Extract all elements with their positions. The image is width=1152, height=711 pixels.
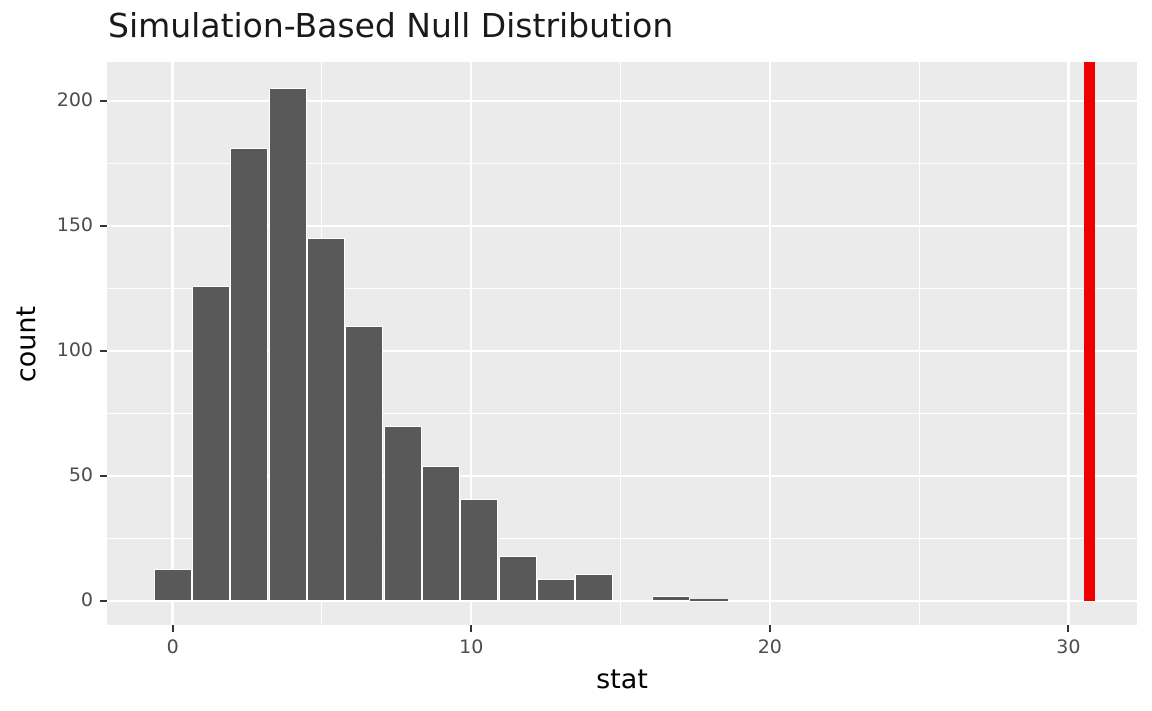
- x-tick-mark: [171, 625, 174, 632]
- histogram-bar: [460, 498, 499, 602]
- histogram-bar: [651, 596, 690, 602]
- x-tick-label: 10: [459, 636, 484, 658]
- x-major-gridline: [768, 62, 772, 625]
- x-major-gridline: [171, 62, 174, 625]
- histogram-bar: [690, 598, 729, 602]
- x-major-gridline: [469, 62, 473, 625]
- y-major-gridline: [107, 99, 1137, 103]
- y-tick-mark: [100, 99, 107, 102]
- histogram-bar: [536, 578, 575, 602]
- y-major-gridline: [107, 474, 1137, 478]
- y-major-gridline: [107, 224, 1137, 228]
- x-minor-gridline: [918, 62, 920, 625]
- y-tick-mark: [100, 350, 107, 352]
- histogram-bar: [575, 573, 614, 602]
- x-major-gridline: [1067, 62, 1070, 625]
- x-tick-label: 0: [166, 636, 179, 658]
- observed-stat-line: [1084, 62, 1096, 602]
- histogram-bar: [191, 285, 230, 602]
- plot-panel: [107, 62, 1137, 625]
- histogram-bar: [383, 426, 422, 602]
- y-minor-gridline: [107, 162, 1137, 164]
- x-minor-gridline: [620, 62, 621, 625]
- plot-title: Simulation-Based Null Distribution: [108, 6, 674, 45]
- histogram-bar: [345, 325, 384, 602]
- y-major-gridline: [107, 349, 1137, 353]
- y-tick-label: 0: [80, 589, 93, 612]
- y-tick-mark: [100, 475, 107, 478]
- y-minor-gridline: [107, 538, 1137, 540]
- x-tick-label: 20: [757, 636, 782, 658]
- y-tick-label: 200: [56, 88, 93, 111]
- histogram-bar: [421, 466, 460, 602]
- x-tick-mark: [1067, 625, 1070, 632]
- y-tick-label: 50: [68, 464, 93, 487]
- histogram-bar: [153, 568, 192, 602]
- histogram-bar: [306, 238, 345, 602]
- y-minor-gridline: [107, 413, 1137, 415]
- x-tick-mark: [470, 625, 473, 632]
- y-tick-mark: [100, 224, 107, 227]
- y-tick-label: 150: [56, 213, 93, 236]
- y-axis-title: count: [11, 305, 42, 383]
- x-tick-mark: [768, 625, 771, 632]
- y-tick-mark: [100, 600, 107, 603]
- x-tick-label: 30: [1056, 636, 1081, 658]
- histogram-bar: [230, 148, 269, 602]
- histogram-bar: [268, 88, 307, 602]
- histogram-bar: [498, 556, 537, 602]
- y-major-gridline: [107, 599, 1137, 603]
- y-tick-label: 100: [56, 339, 93, 361]
- x-axis-title: stat: [596, 664, 648, 695]
- y-minor-gridline: [107, 287, 1137, 289]
